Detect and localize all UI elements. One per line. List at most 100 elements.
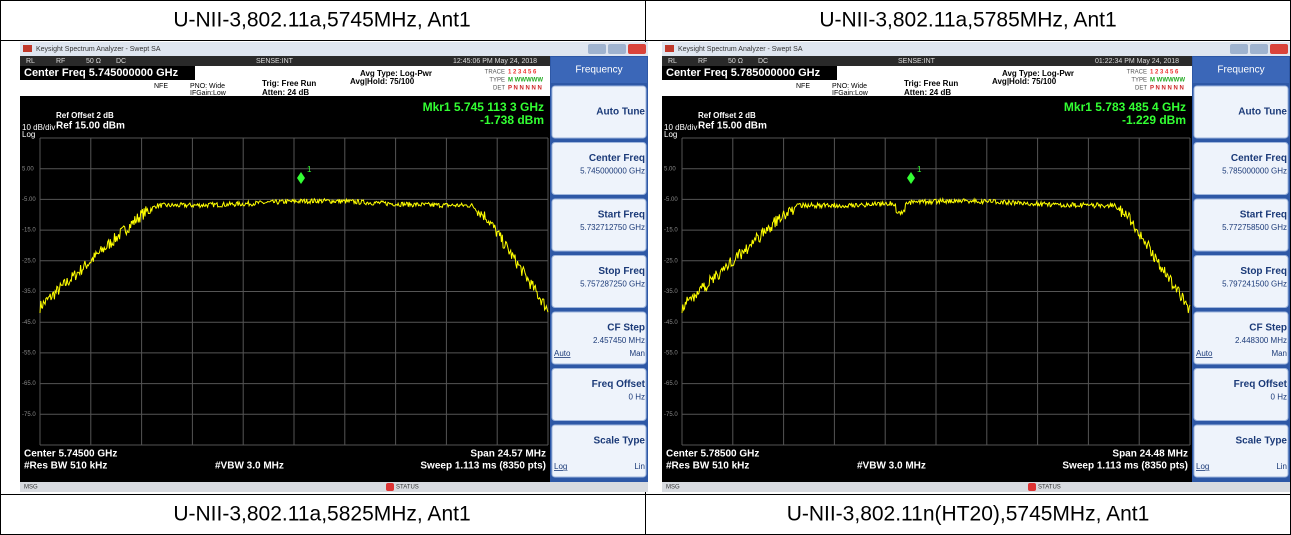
marker-frequency: Mkr1 5.745 113 3 GHz [423,100,544,114]
softkey[interactable] [1193,198,1289,252]
y-axis-label: -65.0 [664,381,678,387]
softkey[interactable] [551,85,647,139]
center-freq: Center Freq 5.745000000 GHz [24,67,179,79]
vbw: #VBW 3.0 MHz [857,461,926,472]
sweep: Sweep 1.113 ms (8350 pts) [420,461,546,472]
y-axis-label: -15.0 [664,228,678,234]
softkey[interactable] [551,255,647,308]
softkey[interactable] [551,198,647,252]
spectrum-trace [681,196,1191,314]
softkey[interactable] [551,424,647,478]
y-axis-label: -65.0 [22,381,36,387]
trace-label: TRACE [1127,70,1147,76]
marker-diamond [907,172,915,184]
cell-caption: U-NII-3,802.11a,5825MHz, Ant1 [173,503,470,526]
scale: 10 dB/div [664,123,697,132]
cell-caption: U-NII-3,802.11a,5745MHz, Ant1 [173,9,470,32]
span: Span 24.57 MHz [470,449,546,460]
marker-frequency: Mkr1 5.783 485 4 GHz [1064,100,1186,114]
softkey-option: Lin [634,462,645,471]
center-freq-box [20,66,195,80]
nfe: NFE [154,83,168,90]
softkey-label: Freq Offset [1234,379,1288,390]
trace-value: P N N N N N [1150,86,1184,92]
softkey-option: Auto [554,349,571,358]
trigger: Trig: Free Run [904,79,958,88]
trace-value: P N N N N N [508,86,542,92]
status-icon [1028,483,1036,491]
status-row [20,56,550,66]
window-title: Keysight Spectrum Analyzer - Swept SA [36,46,161,53]
softkey-label: CF Step [1249,323,1287,334]
softkey-value: 2.457450 MHz [593,336,645,345]
y-axis-label: 5.00 [664,166,676,172]
y-axis-label: -5.00 [664,197,678,203]
rbw: #Res BW 510 kHz [24,461,107,472]
softkey-label: Auto Tune [1238,107,1287,118]
pno: PNO: Wide [190,83,225,90]
softkey-option: Log [1196,462,1209,471]
softkey-value: 2.448300 MHz [1235,336,1287,345]
sweep: Sweep 1.113 ms (8350 pts) [1062,461,1188,472]
softkey-value: 0 Hz [1271,393,1287,402]
softkey[interactable] [1193,85,1289,139]
softkey-value: 5.785000000 GHz [1222,167,1287,176]
softkey[interactable] [551,142,647,195]
status-item: 50 Ω [728,58,743,65]
ref-level: Ref 15.00 dBm [698,121,767,132]
softkey[interactable] [1193,142,1289,195]
softkey-value: 5.772758500 GHz [1222,223,1287,232]
message: MSG [24,485,38,491]
softkey-label: Auto Tune [596,107,645,118]
softkey-label: Scale Type [593,436,645,447]
plot-area [662,96,1192,482]
softkey[interactable] [1193,424,1289,478]
softkey-label: Start Freq [598,210,645,221]
status-icon [386,483,394,491]
status-item: RL [668,58,677,65]
status-item: RL [26,58,35,65]
y-axis-label: 5.00 [22,166,34,172]
trace-value: M WWWWW [508,78,543,84]
softkey[interactable] [551,311,647,365]
clock: 01:22:34 PM May 24, 2018 [1095,58,1179,65]
attenuation: Atten: 24 dB [262,88,309,97]
center: Center 5.78500 GHz [666,449,759,460]
ifgain: IFGain:Low [832,90,869,97]
status: STATUS [396,485,419,491]
y-axis-label: -5.00 [22,197,36,203]
status-item: SENSE:INT [256,58,294,65]
scale: 10 dB/div [22,123,55,132]
nfe: NFE [796,83,810,90]
trace-value: 1 2 3 4 5 6 [508,70,537,76]
softkey-option: Man [1271,349,1287,358]
softkey[interactable] [1193,368,1289,421]
span: Span 24.48 MHz [1112,449,1188,460]
y-axis-label: -75.0 [22,412,36,418]
softkey[interactable] [1193,311,1289,365]
status-item: DC [116,58,126,65]
status-item: RF [56,58,65,65]
softkey-label: Start Freq [1240,210,1287,221]
y-axis-label: -75.0 [664,412,678,418]
window-button [1230,44,1248,54]
y-axis-label: -25.0 [22,258,36,264]
center: Center 5.74500 GHz [24,449,117,460]
vbw: #VBW 3.0 MHz [215,461,284,472]
avg-hold: Avg|Hold: 75/100 [992,77,1057,86]
menu-title-box [1193,57,1289,83]
softkey-option: Lin [1276,462,1287,471]
status: STATUS [1038,485,1061,491]
message-bar [20,482,648,492]
ref-level: Ref 15.00 dBm [56,121,125,132]
y-axis-label: -55.0 [22,350,36,356]
softkey[interactable] [1193,255,1289,308]
ifgain: IFGain:Low [190,90,227,97]
window-button [608,44,626,54]
softkey[interactable] [551,368,647,421]
trace-label: TRACE [485,70,505,76]
y-axis-label: -55.0 [664,350,678,356]
menu-title: Frequency [575,65,622,76]
